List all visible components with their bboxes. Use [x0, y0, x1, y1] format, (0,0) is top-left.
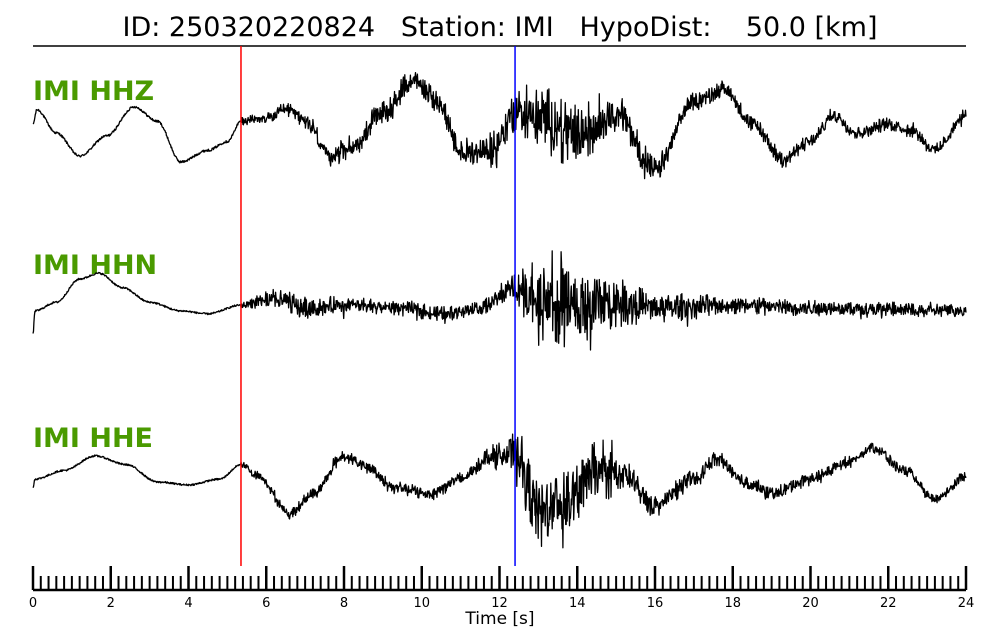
waveform-line: [33, 434, 966, 548]
trace-1: IMI HHZ: [33, 73, 966, 179]
trace-label: IMI HHZ: [33, 76, 154, 107]
x-tick-label: 18: [724, 596, 741, 611]
x-tick-label: 6: [262, 596, 270, 611]
x-tick-label: 0: [29, 596, 37, 611]
x-tick-label: 24: [958, 596, 975, 611]
traces-layer: IMI HHZ IMI HHN IMI HHE: [33, 73, 966, 548]
waveform-line: [33, 251, 966, 350]
x-tick-label: 14: [569, 596, 586, 611]
x-tick-label: 2: [107, 596, 115, 611]
trace-3: IMI HHE: [33, 423, 966, 548]
x-tick-label: 10: [413, 596, 430, 611]
x-axis-label: Time [s]: [464, 609, 534, 629]
chart-title: ID: 250320220824 Station: IMI HypoDist: …: [123, 12, 878, 43]
x-tick-label: 8: [340, 596, 348, 611]
trace-label: IMI HHN: [33, 250, 157, 281]
trace-label: IMI HHE: [33, 423, 153, 454]
waveform-line: [33, 73, 966, 179]
x-axis: 0 2 4 6 8 10 12 14 16 18 20 22 24: [29, 566, 974, 611]
x-tick-label: 16: [647, 596, 664, 611]
x-tick-label: 20: [802, 596, 819, 611]
trace-2: IMI HHN: [33, 250, 966, 350]
x-tick-label: 22: [880, 596, 897, 611]
x-tick-label: 4: [184, 596, 192, 611]
